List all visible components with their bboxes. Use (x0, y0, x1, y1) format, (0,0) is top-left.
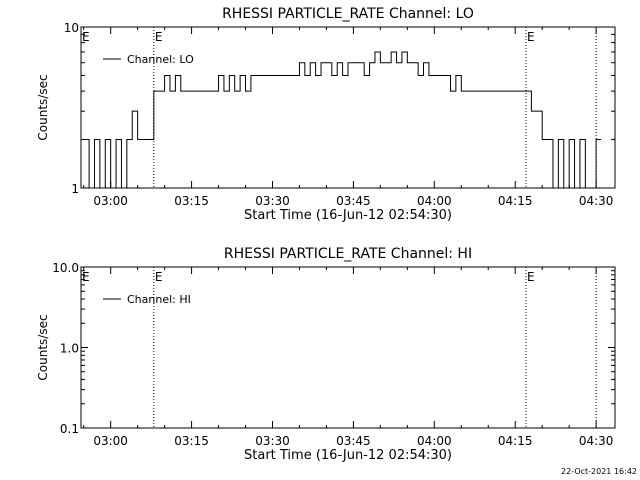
legend-label: Channel: HI (127, 293, 191, 306)
y-tick-label: 0.1 (60, 422, 79, 436)
x-tick-label: 04:30 (579, 434, 614, 448)
event-marker-label: E (155, 270, 163, 284)
event-marker-label: E (527, 30, 535, 44)
y-tick-label: 1.0 (60, 342, 79, 356)
event-marker-label: E (82, 270, 90, 284)
x-tick-label: 04:15 (498, 434, 533, 448)
event-marker-label: E (527, 270, 535, 284)
y-axis-label: Counts/sec (36, 74, 50, 140)
x-tick-label: 03:45 (336, 434, 371, 448)
plot-frame (80, 266, 616, 429)
plot-frame (80, 26, 616, 189)
event-marker-label: E (155, 30, 163, 44)
chart-title: RHESSI PARTICLE_RATE Channel: HI (224, 246, 472, 262)
x-tick-label: 04:15 (498, 194, 533, 208)
event-marker-label: E (82, 30, 90, 44)
series-line (83, 51, 602, 189)
x-tick-label: 04:00 (417, 194, 452, 208)
y-tick-label: 10.0 (52, 261, 79, 275)
x-tick-label: 03:30 (255, 434, 290, 448)
chart-title: RHESSI PARTICLE_RATE Channel: LO (222, 6, 474, 22)
footer-timestamp: 22-Oct-2021 16:42 (561, 467, 637, 476)
y-tick-label: 1 (71, 182, 79, 196)
x-tick-label: 04:00 (417, 434, 452, 448)
x-tick-label: 03:00 (93, 194, 128, 208)
x-tick-label: 03:15 (174, 194, 209, 208)
x-axis-label: Start Time (16-Jun-12 02:54:30) (244, 208, 452, 223)
x-tick-label: 03:30 (255, 194, 290, 208)
legend-label: Channel: LO (127, 53, 194, 66)
x-axis-label: Start Time (16-Jun-12 02:54:30) (244, 448, 452, 463)
x-tick-label: 03:00 (93, 434, 128, 448)
y-tick-label: 10 (64, 21, 79, 35)
x-tick-label: 04:30 (579, 194, 614, 208)
x-tick-label: 03:15 (174, 434, 209, 448)
x-tick-label: 03:45 (336, 194, 371, 208)
chart-panel-1: RHESSI PARTICLE_RATE Channel: LO E E E 03:00… (36, 6, 616, 223)
y-axis-label: Counts/sec (36, 314, 50, 380)
chart-panel-2: RHESSI PARTICLE_RATE Channel: HI E E E 03:00… (36, 246, 616, 463)
